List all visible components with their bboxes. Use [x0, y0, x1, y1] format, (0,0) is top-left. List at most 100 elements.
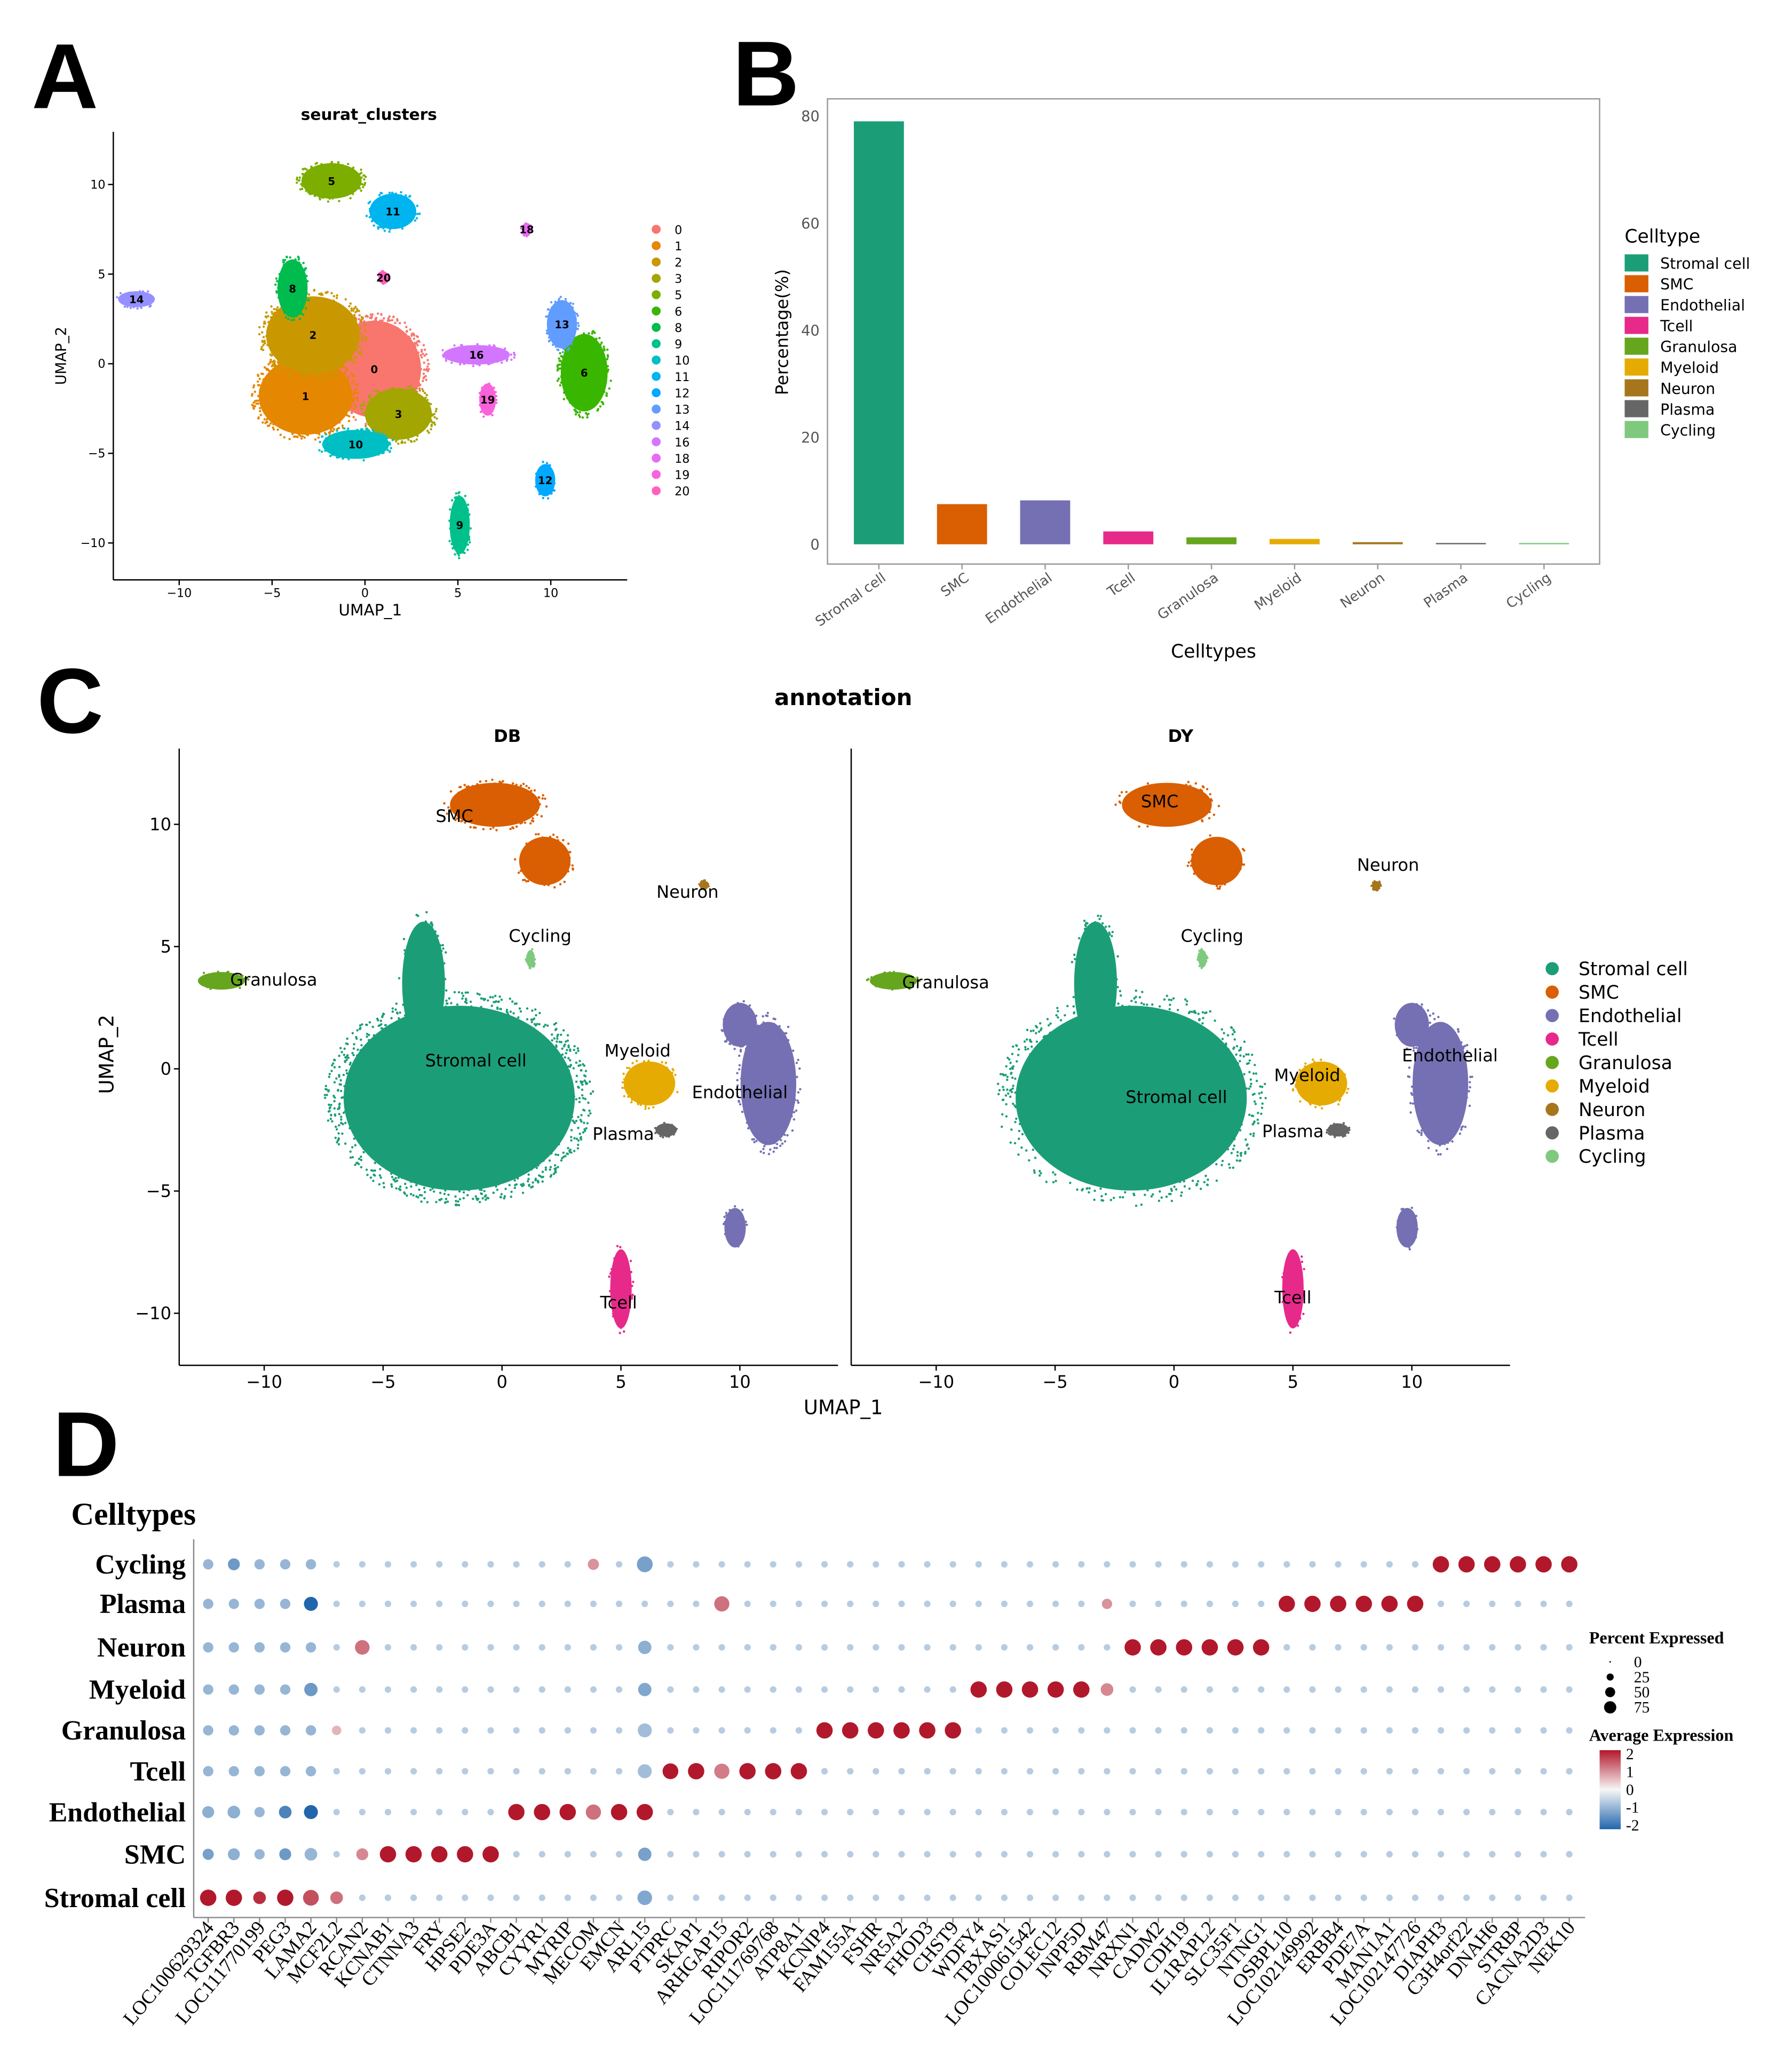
cell-point	[558, 1143, 560, 1146]
cell-point	[393, 217, 395, 220]
cell-point	[590, 384, 593, 387]
cell-point	[482, 410, 485, 413]
cell-point	[549, 468, 552, 471]
cell-point	[345, 189, 348, 193]
cell-point	[334, 308, 336, 311]
cell-point	[280, 310, 283, 313]
cell-point	[462, 1109, 464, 1112]
cell-point	[512, 1105, 514, 1109]
cell-point	[591, 398, 594, 401]
cell-point	[366, 1174, 369, 1176]
cell-point	[281, 383, 283, 386]
cell-point	[416, 204, 419, 207]
cell-point	[299, 264, 302, 266]
cell-point	[474, 1036, 477, 1039]
cell-point	[372, 320, 375, 323]
cell-point	[271, 342, 274, 345]
cell-point	[393, 1128, 396, 1130]
cell-point	[397, 404, 399, 406]
cell-point	[411, 1168, 414, 1172]
cell-point	[333, 341, 336, 344]
cell-point	[142, 303, 146, 306]
cell-point	[262, 336, 265, 338]
cell-point	[315, 404, 318, 407]
cell-point	[269, 358, 272, 361]
cell-point	[413, 205, 415, 208]
cell-point	[558, 357, 560, 360]
cell-point	[496, 1188, 499, 1191]
cell-point	[345, 328, 348, 331]
cell-point	[489, 412, 491, 415]
legend-label: 5	[675, 289, 682, 303]
cell-point	[298, 302, 300, 305]
cell-point	[452, 534, 455, 537]
cell-point	[314, 307, 316, 310]
cell-point	[454, 351, 457, 354]
cell-point	[345, 346, 348, 349]
cell-point	[306, 172, 309, 175]
cell-point	[586, 416, 589, 419]
cell-point	[373, 359, 376, 361]
cell-point	[353, 443, 356, 446]
cell-point	[553, 1023, 556, 1026]
cell-point	[346, 369, 349, 371]
cell-point	[287, 321, 289, 324]
cell-point	[326, 417, 329, 420]
cell-point	[355, 388, 358, 391]
cell-point	[320, 332, 323, 335]
cell-point	[306, 314, 310, 317]
panel-c-ylabel: UMAP_2	[95, 1015, 118, 1094]
cell-point	[533, 1080, 536, 1083]
cell-point	[287, 371, 290, 375]
cell-point	[295, 325, 298, 328]
cell-point	[394, 1069, 397, 1071]
cell-point	[537, 1064, 540, 1067]
cell-point	[402, 1112, 405, 1115]
cell-point	[290, 387, 293, 390]
cell-point	[273, 331, 275, 334]
cell-point	[399, 1011, 401, 1014]
cell-point	[397, 378, 400, 381]
cell-point	[486, 358, 489, 361]
cell-point	[573, 332, 576, 335]
cell-point	[465, 1098, 468, 1101]
cell-point	[557, 1153, 560, 1157]
cell-point	[376, 426, 379, 429]
cell-point	[347, 376, 350, 378]
cell-point	[569, 1048, 572, 1051]
cell-point	[576, 1047, 580, 1050]
cell-point	[297, 309, 300, 312]
cell-point	[393, 1167, 396, 1170]
cell-point	[345, 1072, 348, 1075]
cell-point	[600, 341, 603, 344]
cell-point	[351, 1156, 354, 1159]
legend-swatch	[652, 388, 661, 398]
cell-point	[306, 434, 309, 437]
cell-point	[284, 411, 287, 414]
cell-point	[345, 193, 347, 196]
cell-point	[388, 1030, 392, 1032]
cell-point	[339, 1089, 343, 1093]
cell-point	[501, 1166, 504, 1169]
cell-point	[140, 306, 143, 309]
cell-point	[299, 350, 302, 353]
cell-point	[333, 447, 336, 450]
cell-point	[430, 402, 432, 406]
cell-point	[540, 1140, 542, 1142]
cell-point	[339, 398, 342, 401]
cell-point	[414, 424, 417, 427]
cell-point	[450, 525, 453, 528]
cell-point	[289, 403, 292, 406]
legend-label: 11	[675, 370, 689, 384]
x-tick-label: 0	[361, 587, 369, 600]
cell-point	[368, 418, 370, 422]
cell-point	[358, 379, 360, 383]
cell-point	[354, 405, 357, 408]
cell-point	[307, 339, 310, 342]
cell-point	[433, 1120, 435, 1123]
cell-point	[383, 365, 386, 367]
cell-point	[287, 350, 290, 353]
cell-point	[348, 311, 351, 314]
cell-point	[560, 364, 564, 367]
cell-point	[569, 323, 573, 326]
